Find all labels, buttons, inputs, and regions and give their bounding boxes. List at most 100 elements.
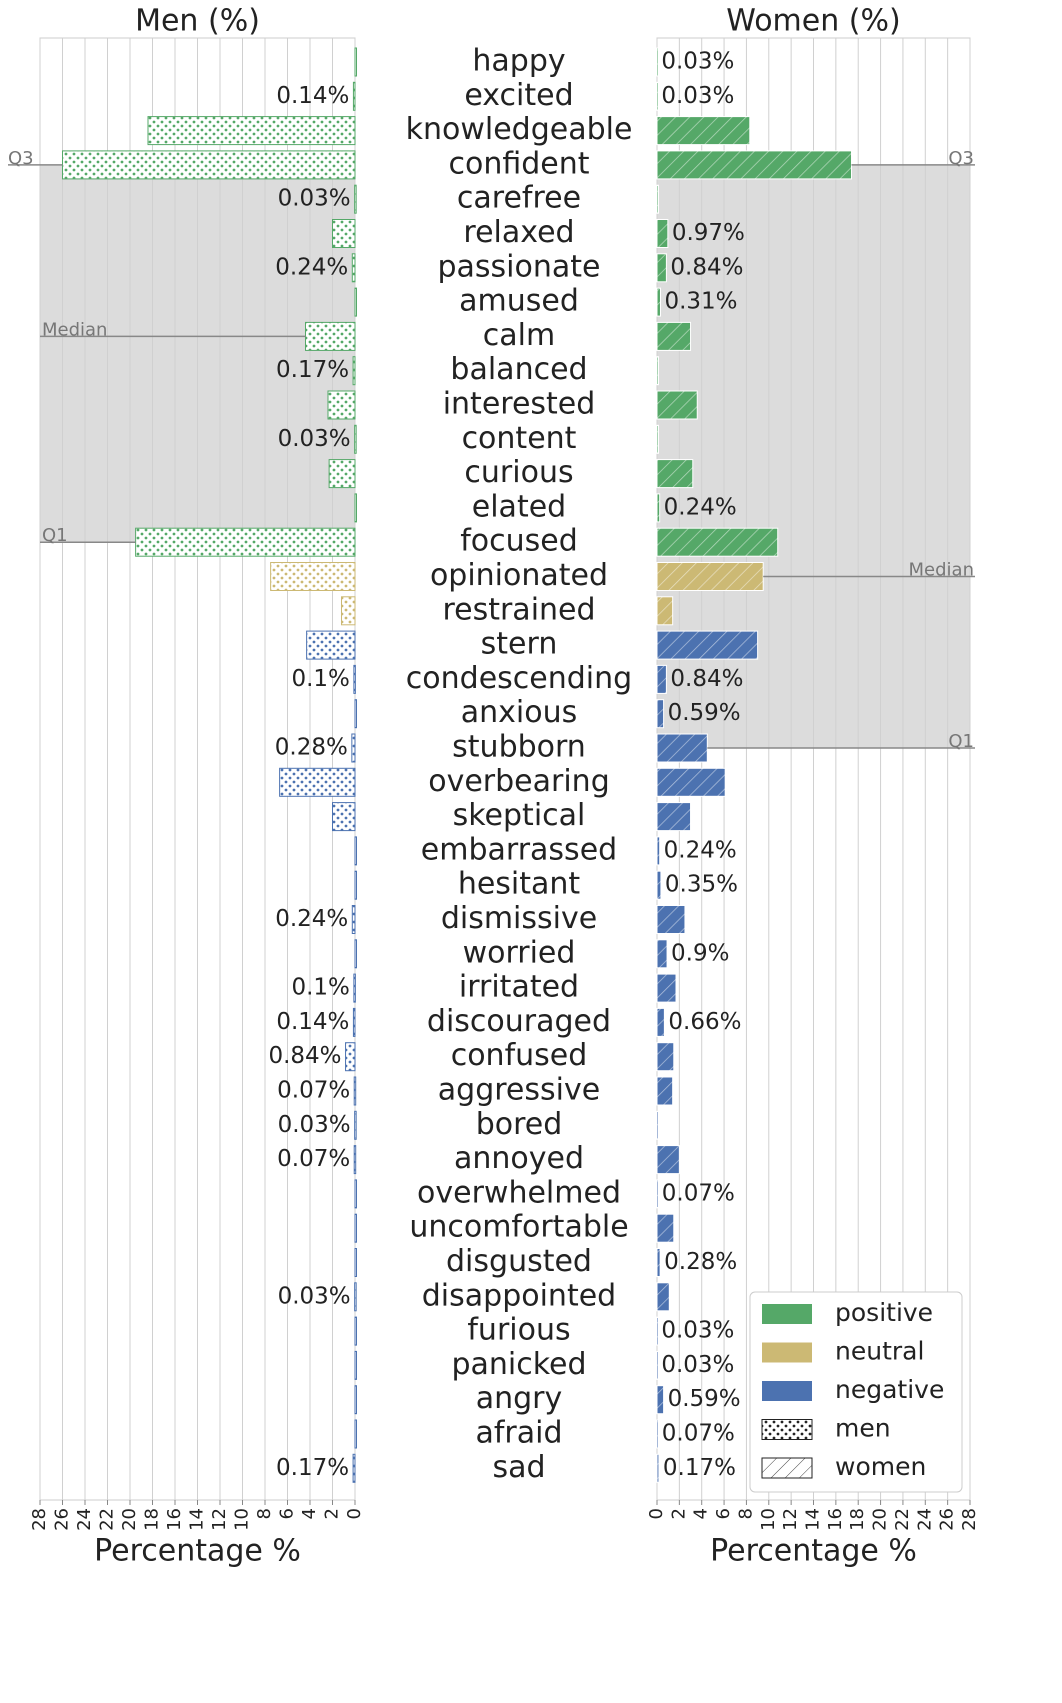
x-tick-label: 20: [870, 1508, 891, 1531]
category-label: confident: [448, 146, 589, 181]
value-label: 0.17%: [276, 357, 349, 383]
category-label: worried: [463, 935, 576, 970]
panel-title: Women (%): [726, 4, 900, 39]
value-label: 0.28%: [664, 1249, 737, 1275]
bar: [354, 1316, 357, 1346]
bar: [352, 356, 356, 386]
bar: [656, 459, 694, 489]
value-label: 0.1%: [291, 975, 349, 1001]
bar: [135, 527, 356, 557]
value-label: 0.66%: [668, 1009, 741, 1035]
legend-swatch: [762, 1342, 812, 1363]
legend-swatch: [761, 1419, 813, 1440]
category-label: happy: [472, 44, 565, 79]
category-label: skeptical: [453, 798, 586, 833]
bar: [62, 150, 356, 180]
x-tick-label: 18: [847, 1508, 868, 1531]
value-label: 0.03%: [661, 1352, 734, 1378]
bar: [656, 596, 674, 626]
category-label: interested: [443, 387, 596, 422]
quartile-label: Q1: [42, 525, 68, 546]
bar: [352, 1453, 356, 1483]
quartile-label: Median: [42, 319, 107, 340]
bar: [656, 287, 661, 317]
bar: [656, 973, 677, 1003]
bar: [147, 116, 356, 146]
x-tick-label: 20: [119, 1508, 140, 1531]
value-label: 0.9%: [671, 940, 729, 966]
category-label: anxious: [461, 695, 577, 730]
bar: [656, 1419, 659, 1449]
x-tick-label: 16: [825, 1508, 846, 1531]
legend-label: neutral: [835, 1337, 924, 1366]
value-label: 0.1%: [291, 666, 349, 692]
x-tick-label: 10: [232, 1508, 253, 1531]
category-label: knowledgeable: [406, 112, 633, 147]
value-label: 0.24%: [275, 906, 348, 932]
x-axis-label: Percentage %: [94, 1534, 301, 1569]
x-tick-label: 16: [164, 1508, 185, 1531]
category-label: angry: [476, 1381, 563, 1416]
value-label: 0.97%: [672, 220, 745, 246]
bar: [656, 939, 668, 969]
category-label: hesitant: [458, 867, 581, 902]
x-tick-label: 0: [344, 1508, 365, 1519]
bar: [354, 1248, 357, 1277]
value-label: 0.24%: [275, 254, 348, 280]
value-label: 0.03%: [278, 1112, 351, 1138]
bar: [656, 527, 779, 557]
category-label: uncomfortable: [409, 1210, 628, 1245]
bar: [327, 390, 356, 420]
value-label: 0.28%: [275, 735, 348, 761]
bar: [656, 1179, 659, 1209]
value-label: 0.07%: [662, 1421, 735, 1447]
legend-swatch: [761, 1457, 813, 1479]
category-label: panicked: [451, 1347, 586, 1382]
x-tick-label: 12: [209, 1508, 230, 1531]
value-label: 0.03%: [661, 49, 734, 75]
bar: [351, 733, 356, 763]
quartile-label: Q3: [948, 148, 974, 169]
legend-swatch: [762, 1381, 812, 1401]
value-label: 0.59%: [668, 700, 741, 726]
x-tick-label: 4: [691, 1508, 712, 1519]
bar: [354, 699, 357, 729]
category-label: content: [462, 421, 577, 456]
value-label: 0.14%: [276, 1009, 349, 1035]
x-tick-label: 10: [758, 1508, 779, 1531]
bar: [332, 802, 356, 832]
bar: [656, 321, 692, 351]
bar: [656, 1007, 665, 1037]
value-label: 0.35%: [665, 872, 738, 898]
bar: [656, 1282, 670, 1312]
bar: [354, 1385, 357, 1415]
category-label: irritated: [459, 970, 579, 1005]
x-tick-label: 4: [299, 1508, 320, 1519]
bar: [656, 836, 661, 866]
bar: [656, 81, 659, 111]
bar: [656, 802, 692, 832]
bar: [656, 562, 764, 591]
x-tick-label: 24: [74, 1508, 95, 1531]
bar: [656, 253, 667, 283]
panel-title: Men (%): [135, 4, 260, 39]
value-label: 0.07%: [662, 1180, 735, 1206]
category-label: relaxed: [463, 215, 574, 250]
bar: [656, 1316, 659, 1346]
bar: [306, 630, 356, 660]
category-label: balanced: [450, 352, 587, 387]
value-label: 0.07%: [277, 1146, 350, 1172]
bar: [354, 1110, 357, 1140]
x-tick-label: 26: [937, 1508, 958, 1531]
bar: [656, 1213, 675, 1243]
quartile-label: Median: [909, 560, 974, 581]
bar: [354, 1282, 357, 1312]
x-tick-label: 6: [713, 1508, 734, 1519]
bar: [656, 1385, 665, 1415]
x-tick-label: 14: [803, 1508, 824, 1531]
value-label: 0.17%: [276, 1455, 349, 1481]
bar: [656, 116, 751, 146]
bar: [354, 47, 357, 77]
value-label: 0.24%: [664, 494, 737, 520]
legend-label: positive: [835, 1298, 933, 1327]
